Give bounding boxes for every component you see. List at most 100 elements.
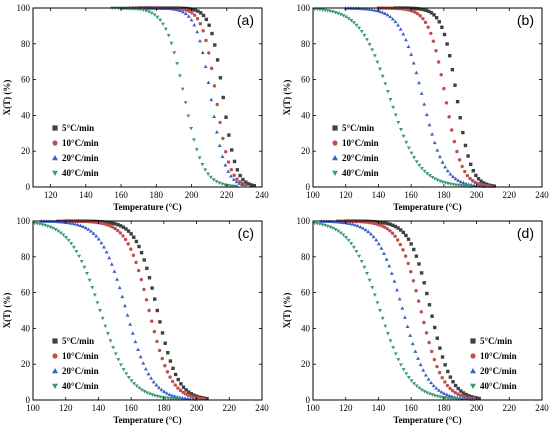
data-point — [235, 168, 240, 172]
data-point — [237, 181, 242, 185]
data-point — [423, 373, 428, 377]
data-point — [108, 224, 112, 228]
data-point — [336, 11, 341, 16]
data-point — [380, 10, 385, 14]
legend-marker — [332, 155, 338, 161]
data-point — [229, 168, 234, 172]
data-point — [365, 272, 369, 276]
legend-entry: 10°C/min — [480, 351, 517, 361]
data-point — [448, 397, 453, 401]
data-point — [120, 294, 125, 299]
legend-marker — [52, 368, 58, 374]
data-point — [417, 163, 422, 168]
data-point — [113, 226, 117, 231]
data-point — [57, 219, 62, 224]
data-point — [196, 9, 200, 13]
data-point — [456, 178, 461, 182]
data-point — [155, 308, 160, 313]
data-point — [423, 20, 428, 25]
data-point — [455, 99, 460, 104]
data-point — [334, 219, 339, 224]
data-point — [144, 298, 149, 302]
data-point — [377, 223, 382, 227]
data-point — [433, 177, 437, 181]
data-point — [406, 375, 411, 380]
data-point — [372, 221, 376, 226]
data-point — [147, 392, 152, 396]
data-point — [382, 225, 387, 229]
data-point — [363, 227, 368, 232]
data-point — [396, 120, 401, 125]
data-point — [458, 179, 463, 184]
data-point — [186, 393, 191, 397]
data-point — [411, 61, 416, 65]
data-point — [396, 238, 400, 242]
data-point — [195, 16, 200, 21]
data-point — [189, 392, 194, 396]
data-point — [385, 227, 389, 231]
data-point — [466, 154, 470, 158]
y-tick-label: 40 — [301, 323, 311, 333]
data-point — [468, 176, 472, 181]
data-point — [105, 332, 110, 336]
data-point — [414, 288, 418, 293]
x-tick-label: 120 — [339, 190, 353, 200]
data-point — [104, 250, 109, 254]
data-point — [418, 362, 423, 367]
data-point — [152, 297, 157, 301]
data-point — [211, 178, 216, 182]
data-point — [344, 236, 348, 240]
data-point — [372, 8, 377, 12]
data-point — [398, 242, 403, 247]
data-point — [448, 386, 452, 391]
data-point — [425, 391, 430, 395]
x-tick-label: 140 — [92, 403, 106, 413]
data-point — [443, 380, 447, 384]
data-point — [476, 177, 481, 181]
data-point — [390, 17, 395, 21]
data-point — [396, 23, 401, 27]
data-point — [180, 396, 185, 400]
data-point — [194, 148, 199, 152]
data-point — [243, 182, 248, 187]
data-point — [155, 339, 159, 344]
data-point — [165, 370, 170, 374]
chart-panel-c: 100 120 140 160 180 200 220 240 0 20 40 60 80 100 X(T)… — [2, 216, 269, 425]
data-point — [435, 364, 439, 369]
data-point — [136, 268, 141, 273]
data-point — [445, 383, 450, 388]
data-point — [349, 242, 354, 246]
data-point — [349, 18, 354, 23]
data-point — [145, 266, 149, 271]
data-point — [240, 182, 245, 186]
data-point — [371, 234, 376, 239]
panel-label: (d) — [517, 225, 534, 241]
legend: 5°C/min 10°C/min 20°C/min 40°C/min — [470, 336, 517, 391]
data-point — [204, 38, 208, 43]
x-tick-label: 140 — [372, 403, 386, 413]
data-point — [116, 358, 121, 362]
data-point — [190, 7, 194, 11]
data-point — [417, 262, 421, 266]
y-tick-label: 80 — [301, 39, 311, 49]
data-point — [200, 50, 205, 55]
x-axis-label: Temperature (°C) — [113, 202, 181, 212]
data-point — [451, 174, 455, 179]
data-point — [164, 391, 169, 395]
data-point — [199, 396, 204, 401]
data-point — [215, 102, 219, 107]
data-point — [439, 390, 444, 394]
data-point — [419, 271, 424, 275]
data-point — [116, 223, 120, 227]
data-point — [332, 219, 337, 224]
data-point — [172, 7, 177, 11]
data-point — [138, 354, 143, 359]
data-point — [158, 18, 163, 23]
data-point — [444, 392, 449, 397]
data-point — [359, 259, 364, 264]
data-point — [142, 390, 147, 394]
data-point — [100, 316, 105, 321]
data-point — [390, 231, 395, 235]
data-point — [95, 220, 99, 225]
